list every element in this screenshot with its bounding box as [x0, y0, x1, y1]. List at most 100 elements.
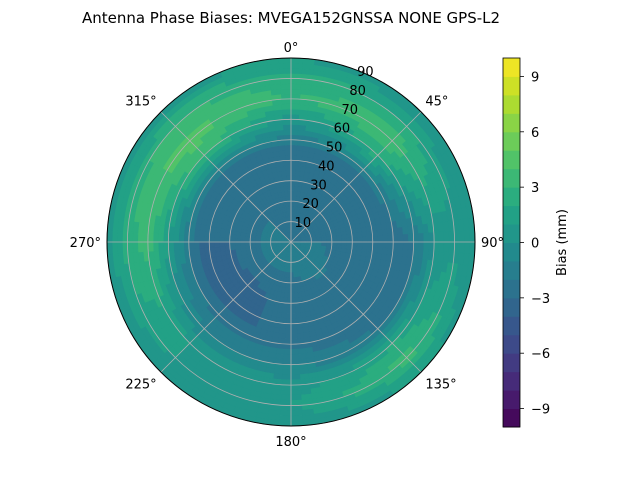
contour-cell — [281, 379, 292, 386]
contour-cell — [326, 239, 333, 243]
contour-cell — [382, 235, 389, 243]
contour-cell — [290, 83, 302, 90]
contour-cell — [279, 409, 292, 417]
contour-cell — [290, 343, 299, 350]
contour-cell — [294, 297, 300, 304]
contour-cell — [283, 338, 292, 345]
contour-cell — [290, 154, 298, 161]
colorbar-level — [503, 371, 520, 391]
contour-cell — [294, 292, 299, 299]
contour-cell — [286, 180, 292, 187]
colorbar-level — [503, 353, 520, 373]
contour-cell — [290, 78, 303, 85]
contour-cell — [290, 134, 299, 141]
contour-cell — [193, 247, 201, 256]
colorbar-level — [503, 279, 520, 299]
contour-cell — [413, 233, 420, 243]
chart-title: Antenna Phase Biases: MVEGA152GNSSA NONE… — [82, 9, 500, 27]
azimuth-tick-label: 90° — [481, 236, 504, 251]
colorbar-tick-label: −6 — [531, 347, 550, 362]
contour-cell — [198, 241, 205, 249]
contour-cell — [116, 230, 124, 243]
contour-cell — [290, 180, 296, 187]
contour-cell — [281, 170, 287, 177]
contour-cell — [278, 62, 292, 69]
contour-cell — [284, 144, 292, 151]
contour-cell — [281, 374, 292, 381]
contour-cell — [438, 241, 445, 253]
contour-cell — [147, 241, 154, 252]
contour-cell — [458, 230, 466, 243]
contour-cell — [290, 364, 300, 371]
contour-cell — [279, 404, 292, 411]
contour-cell — [376, 229, 384, 237]
contour-cell — [280, 394, 292, 401]
contour-cell — [290, 170, 296, 177]
contour-cell — [282, 119, 292, 126]
contour-cell — [290, 124, 300, 131]
contour-cell — [469, 229, 475, 243]
contour-cell — [448, 230, 455, 243]
contour-cell — [341, 238, 348, 243]
contour-cell — [290, 404, 303, 411]
contour-cell — [290, 338, 299, 345]
radial-tick-label: 80 — [349, 84, 366, 99]
contour-cell — [290, 175, 296, 182]
contour-cell — [290, 302, 296, 309]
contour-cell — [283, 134, 292, 141]
contour-cell — [290, 333, 298, 340]
contour-cell — [413, 241, 420, 251]
contour-cell — [290, 287, 295, 294]
colorbar-tick-label: 0 — [531, 237, 539, 252]
colorbar-level — [503, 76, 520, 96]
contour-cell — [366, 230, 373, 238]
contour-cell — [295, 312, 302, 319]
colorbar-level — [503, 168, 520, 188]
radial-tick-label: 50 — [326, 141, 343, 156]
contour-cell — [282, 113, 292, 120]
contour-cell — [448, 241, 455, 254]
contour-cell — [407, 241, 414, 251]
contour-cell — [290, 292, 295, 299]
contour-cell — [279, 78, 292, 85]
contour-cell — [290, 98, 301, 105]
radial-tick-label: 90 — [357, 65, 374, 80]
azimuth-tick-label: 135° — [425, 377, 456, 392]
contour-cell — [362, 236, 368, 243]
contour-cell — [208, 241, 215, 248]
contour-cell — [290, 328, 298, 335]
contour-cell — [214, 246, 221, 253]
contour-cell — [290, 113, 300, 120]
contour-cell — [423, 232, 430, 243]
radial-tick-label: 60 — [334, 122, 351, 137]
colorbar-tick-label: 6 — [531, 126, 539, 141]
contour-cell — [224, 241, 231, 247]
contour-cell — [346, 237, 353, 243]
colorbar-level — [503, 242, 520, 262]
contour-cell — [433, 241, 440, 253]
contour-cell — [351, 232, 358, 239]
contour-cell — [285, 313, 292, 319]
contour-cell — [285, 165, 292, 171]
contour-cell — [283, 185, 288, 192]
azimuth-tick-label: 315° — [125, 95, 156, 110]
contour-cell — [387, 234, 394, 243]
contour-cell — [281, 98, 292, 105]
colorbar-tick-label: −3 — [531, 292, 550, 307]
contour-cell — [428, 241, 435, 252]
contour-cell — [127, 241, 134, 254]
contour-cell — [286, 297, 292, 304]
contour-cell — [356, 237, 363, 243]
contour-cell — [296, 149, 304, 157]
contour-cell — [111, 241, 118, 255]
contour-cell — [281, 175, 288, 182]
azimuth-tick-label: 180° — [275, 435, 306, 450]
colorbar-level — [503, 297, 520, 317]
contour-cell — [443, 241, 450, 253]
contour-cell — [290, 307, 296, 314]
azimuth-tick-label: 270° — [70, 236, 101, 251]
contour-cell — [193, 241, 200, 249]
azimuth-tick-label: 225° — [125, 377, 156, 392]
contour-cell — [284, 149, 292, 156]
contour-cell — [290, 420, 304, 426]
